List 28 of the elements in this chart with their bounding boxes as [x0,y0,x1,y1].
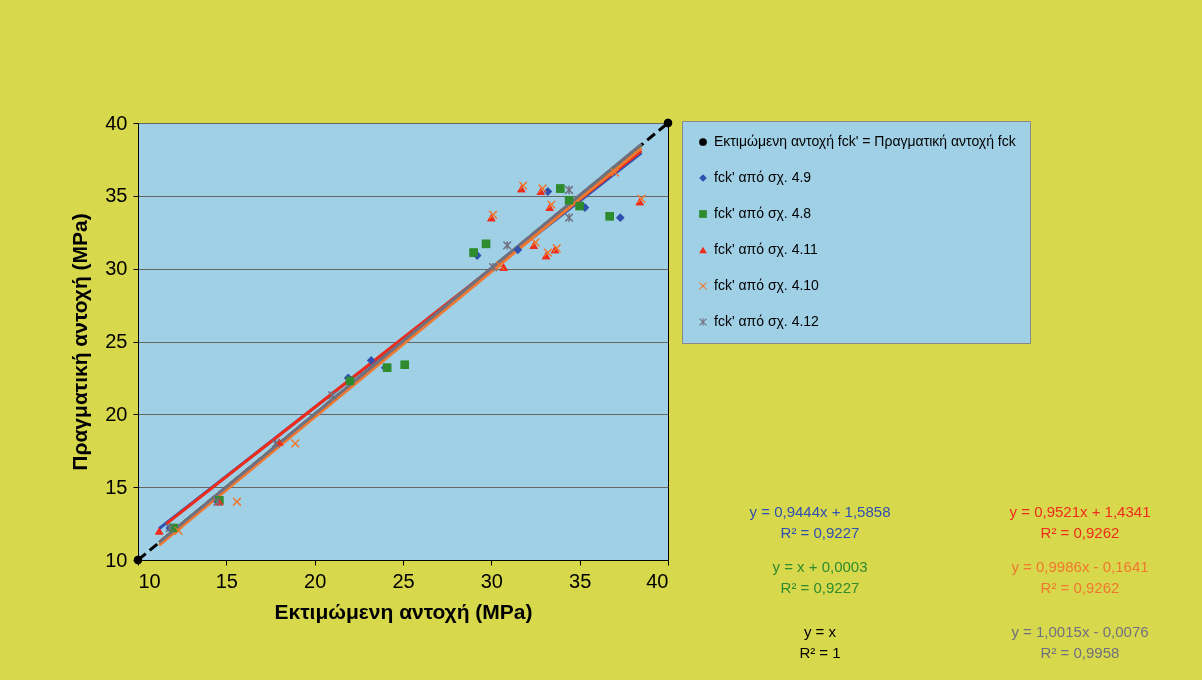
text: y = 0,9521x + 1,4341 R² = 0,9262 [1009,503,1151,541]
x-tick-label: 35 [569,569,592,592]
y-tick-label: 30 [105,257,128,280]
legend-label: fck' από σχ. 4.8 [714,205,812,221]
legend-label: fck' από σχ. 4.10 [714,277,820,293]
x-tick-label: 40 [646,569,669,592]
y-tick-label: 25 [105,330,128,352]
legend-label: fck' από σχ. 4.11 [714,241,819,257]
x-tick-label: 25 [392,569,415,592]
legend-label: fck' από σχ. 4.12 [714,313,820,329]
x-tick-label: 10 [138,569,161,592]
legend-label: Εκτιμώμενη αντοχή fck' = Πραγματική αντοχή fck [714,133,1017,149]
text: y = 1,0015x - 0,0076 R² = 0,9958 [1011,623,1149,661]
x-axis-title: Εκτιμώμενη αντοχή (MPa) [274,599,533,623]
legend-label: fck' από σχ. 4.9 [714,169,812,185]
y-tick-label: 40 [105,111,128,134]
text: y = x + 0,0003 R² = 0,9227 [772,558,868,596]
y-tick-label: 15 [105,475,128,498]
x-tick-label: 20 [304,569,327,592]
text: y = 0,9986x - 0,1641 R² = 0,9262 [1011,558,1149,596]
y-tick-label: 35 [105,184,128,207]
x-tick-label: 15 [215,569,238,592]
x-tick-label: 30 [480,569,503,592]
y-tick-label: 20 [105,402,128,425]
y-axis-title: Πραγματική αντοχή (MPa) [68,213,92,471]
y-tick-label: 10 [105,548,128,571]
text: y = 0,9444x + 1,5858 R² = 0,9227 [749,503,891,541]
text: y = x R² = 1 [799,623,841,661]
